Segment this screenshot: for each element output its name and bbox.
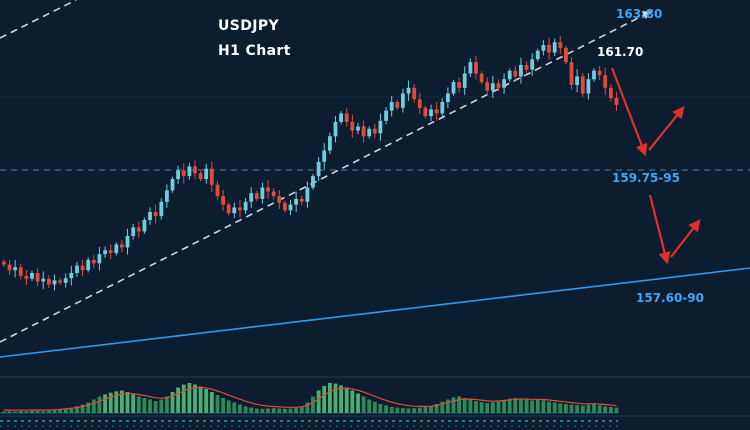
ascending-trendline-dashed	[0, 11, 652, 343]
projection-arrows	[610, 67, 701, 265]
upper-channel-line-dashed	[0, 0, 77, 39]
projection-arrow	[670, 219, 701, 258]
candles-layer	[2, 36, 619, 291]
price-annotation-label: 163.80	[616, 7, 662, 21]
indicator-signal-line	[3, 386, 617, 411]
projection-arrow	[648, 194, 671, 265]
projection-arrow	[610, 67, 648, 157]
price-annotation-label: 157.60-90	[636, 291, 704, 305]
price-annotation-label: 161.70	[597, 45, 643, 59]
rising-support-trendline	[0, 267, 750, 358]
chart-header: USDJPY H1 Chart	[218, 14, 291, 64]
price-annotation-label: 159.75-95	[612, 171, 680, 185]
symbol-label: USDJPY	[218, 18, 280, 34]
histogram-layer	[0, 383, 619, 427]
projection-arrow	[648, 106, 685, 151]
timeframe-label: H1 Chart	[218, 43, 291, 59]
